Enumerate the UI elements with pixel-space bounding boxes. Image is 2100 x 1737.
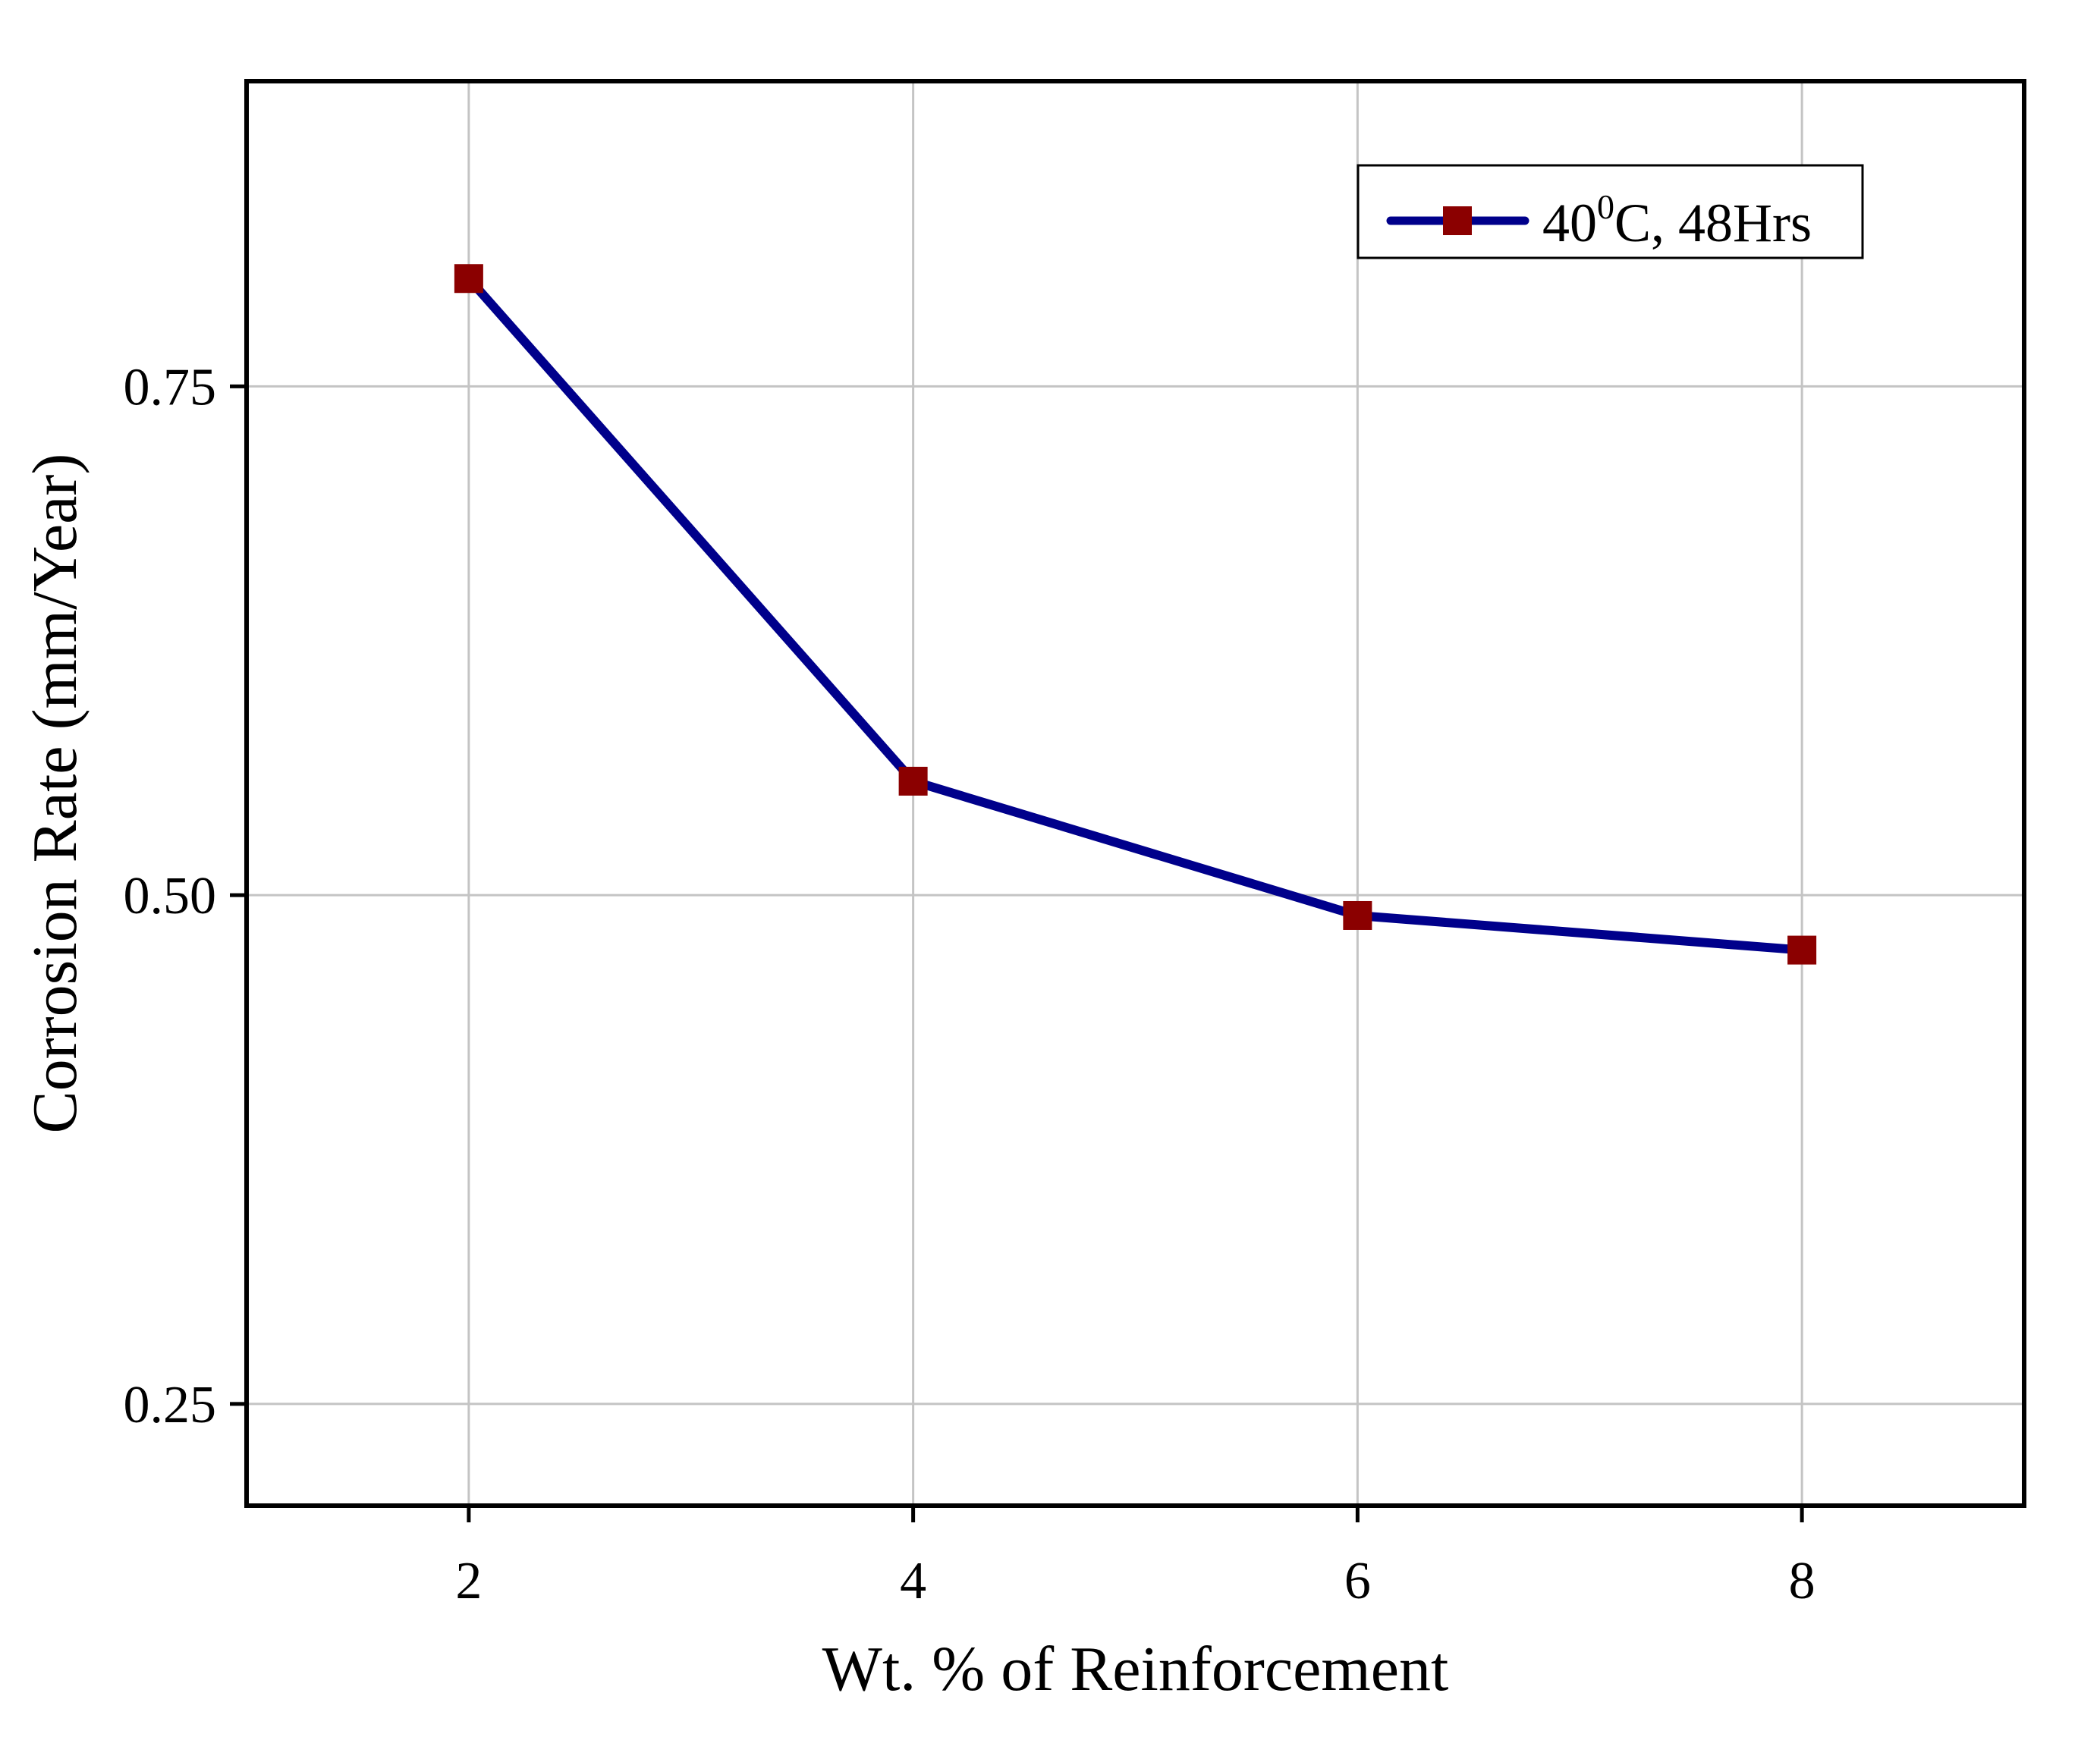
y-axis-title: Corrosion Rate (mm/Year) xyxy=(20,454,90,1134)
grid-lines xyxy=(247,81,2024,1506)
series-lines xyxy=(464,274,1807,955)
x-tick-label: 8 xyxy=(1789,1552,1815,1610)
series-line xyxy=(464,274,1807,955)
x-tick-label: 6 xyxy=(1344,1552,1371,1610)
series-markers xyxy=(454,264,1817,965)
data-point-marker xyxy=(454,264,483,294)
legend-label-superscript: 0 xyxy=(1597,187,1614,226)
axis-ticks xyxy=(230,384,1804,1522)
x-tick-label: 4 xyxy=(900,1552,926,1610)
data-point-marker xyxy=(1343,900,1372,930)
x-tick-label: 2 xyxy=(455,1552,482,1610)
legend-label-rest: C, 48Hrs xyxy=(1614,193,1812,253)
legend-label: 400C, 48Hrs xyxy=(1542,187,1812,253)
legend: 400C, 48Hrs xyxy=(1357,164,1864,259)
x-axis-title: Wt. % of Reinforcement xyxy=(822,1634,1449,1704)
legend-marker-swatch xyxy=(1443,206,1472,235)
data-point-marker xyxy=(898,766,928,796)
legend-box xyxy=(1357,164,1864,259)
tick-labels: 2 4 6 8 0.25 0.50 0.75 xyxy=(124,358,1815,1610)
plot-area-frame xyxy=(244,79,2026,1508)
legend-label-main: 40 xyxy=(1542,193,1597,253)
y-tick-label: 0.25 xyxy=(124,1376,217,1434)
y-tick-label: 0.50 xyxy=(124,867,217,925)
data-point-marker xyxy=(1787,935,1817,965)
y-tick-label: 0.75 xyxy=(124,358,217,416)
